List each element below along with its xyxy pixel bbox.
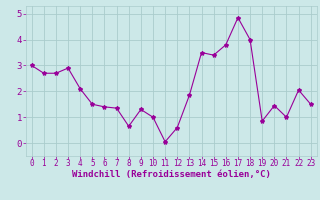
X-axis label: Windchill (Refroidissement éolien,°C): Windchill (Refroidissement éolien,°C) (72, 170, 271, 179)
